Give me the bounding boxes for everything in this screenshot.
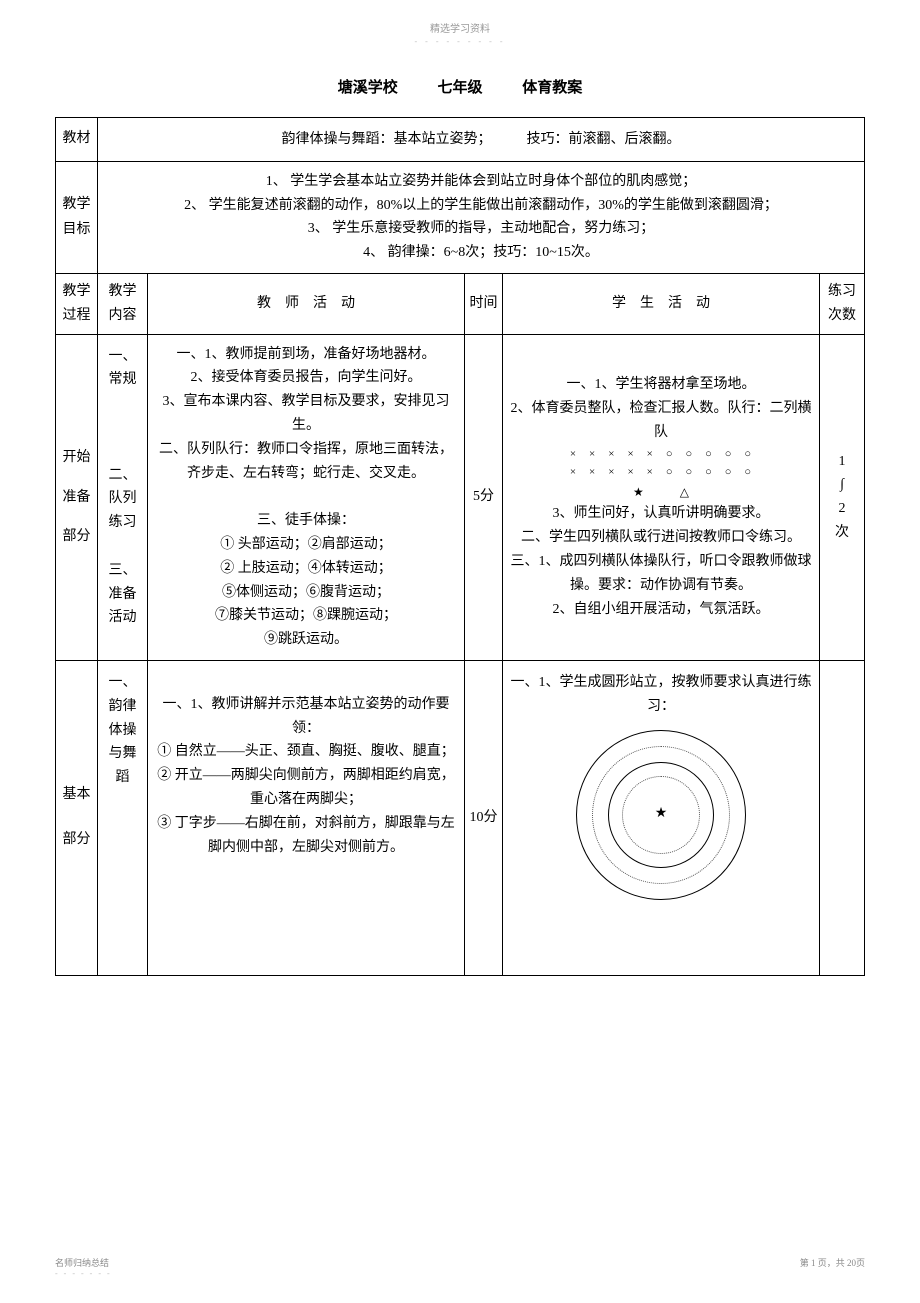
prep-teacher-activity: 一、1、教师提前到场，准备好场地器材。 2、接受体育委员报告，向学生问好。 3、… [148, 334, 465, 660]
prep-student-top: 一、1、学生将器材拿至场地。 2、体育委员整队，检查汇报人数。队行：二列横队 [507, 373, 815, 444]
col-content: 教学内容 [98, 273, 148, 334]
goal-content: 1、 学生学会基本站立姿势并能体会到站立时身体个部位的肌肉感觉； 2、 学生能复… [98, 161, 865, 273]
footer-left-dots: - - - - - - - [55, 1269, 112, 1278]
col-process: 教学过程 [56, 273, 98, 334]
basic-label: 基本部分 [56, 660, 98, 975]
col-count: 练习次数 [819, 273, 864, 334]
prep-time: 5分 [464, 334, 502, 660]
basic-teacher-text: 一、1、教师讲解并示范基本站立姿势的动作要领： ① 自然立——头正、颈直、胸挺、… [156, 693, 456, 860]
lesson-plan-table: 教材 韵律体操与舞蹈：基本站立姿势； 技巧：前滚翻、后滚翻。 教学目标 1、 学… [55, 117, 865, 976]
formation-row-2: × × × × × ○ ○ ○ ○ ○ [507, 463, 815, 482]
prep-content-list: 一、常规 二、队列练习 三、准备活动 [98, 334, 148, 660]
goal-label: 教学目标 [56, 161, 98, 273]
goal-line-1: 1、 学生学会基本站立姿势并能体会到站立时身体个部位的肌肉感觉； [104, 170, 858, 194]
page-footer: 名师归纳总结 - - - - - - - 第 1 页，共 20页 [55, 1256, 865, 1278]
basic-row: 基本部分 一、韵律体操与舞蹈 一、1、教师讲解并示范基本站立姿势的动作要领： ①… [56, 660, 865, 975]
footer-page-number: 第 1 页，共 20页 [800, 1256, 865, 1269]
formation-row-3: ★ △ [507, 482, 815, 502]
material-content: 韵律体操与舞蹈：基本站立姿势； 技巧：前滚翻、后滚翻。 [98, 118, 865, 162]
star-icon: ★ [655, 801, 668, 825]
goal-line-4: 4、 韵律操：6~8次；技巧：10~15次。 [104, 241, 858, 265]
formation-row-1: × × × × × ○ ○ ○ ○ ○ [507, 445, 815, 464]
subject-name: 体育教案 [522, 80, 582, 96]
prep-label: 开始准备部分 [56, 334, 98, 660]
material-label: 教材 [56, 118, 98, 162]
prep-student-mid: 3、师生问好，认真听讲明确要求。 二、学生四列横队或行进间按教师口令练习。 三、… [507, 502, 815, 621]
prep-row: 开始准备部分 一、常规 二、队列练习 三、准备活动 一、1、教师提前到场，准备好… [56, 334, 865, 660]
material-row: 教材 韵律体操与舞蹈：基本站立姿势； 技巧：前滚翻、后滚翻。 [56, 118, 865, 162]
footer-left-text: 名师归纳总结 [55, 1256, 112, 1269]
circle-formation-diagram: ★ [571, 725, 751, 905]
school-name: 塘溪学校 [338, 80, 398, 96]
basic-teacher-activity: 一、1、教师讲解并示范基本站立姿势的动作要领： ① 自然立——头正、颈直、胸挺、… [148, 660, 465, 975]
goal-line-2: 2、 学生能复述前滚翻的动作，80%以上的学生能做出前滚翻动作，30%的学生能做… [104, 194, 858, 218]
basic-student-top: 一、1、学生成圆形站立，按教师要求认真进行练习： [507, 671, 815, 719]
watermark-dots: - - - - - - - - - [55, 37, 865, 46]
col-teacher: 教 师 活 动 [148, 273, 465, 334]
page-title: 塘溪学校 七年级 体育教案 [55, 76, 865, 97]
goal-line-3: 3、 学生乐意接受教师的指导，主动地配合，努力练习； [104, 217, 858, 241]
basic-count [819, 660, 864, 975]
basic-content-list: 一、韵律体操与舞蹈 [98, 660, 148, 975]
basic-student-activity: 一、1、学生成圆形站立，按教师要求认真进行练习： ★ [502, 660, 819, 975]
watermark-top: 精选学习资料 [55, 20, 865, 35]
grade-name: 七年级 [437, 80, 482, 96]
basic-time: 10分 [464, 660, 502, 975]
prep-count: 1 ∫ 2 次 [819, 334, 864, 660]
prep-student-activity: 一、1、学生将器材拿至场地。 2、体育委员整队，检查汇报人数。队行：二列横队 ×… [502, 334, 819, 660]
goal-row: 教学目标 1、 学生学会基本站立姿势并能体会到站立时身体个部位的肌肉感觉； 2、… [56, 161, 865, 273]
col-time: 时间 [464, 273, 502, 334]
col-student: 学 生 活 动 [502, 273, 819, 334]
column-header-row: 教学过程 教学内容 教 师 活 动 时间 学 生 活 动 练习次数 [56, 273, 865, 334]
